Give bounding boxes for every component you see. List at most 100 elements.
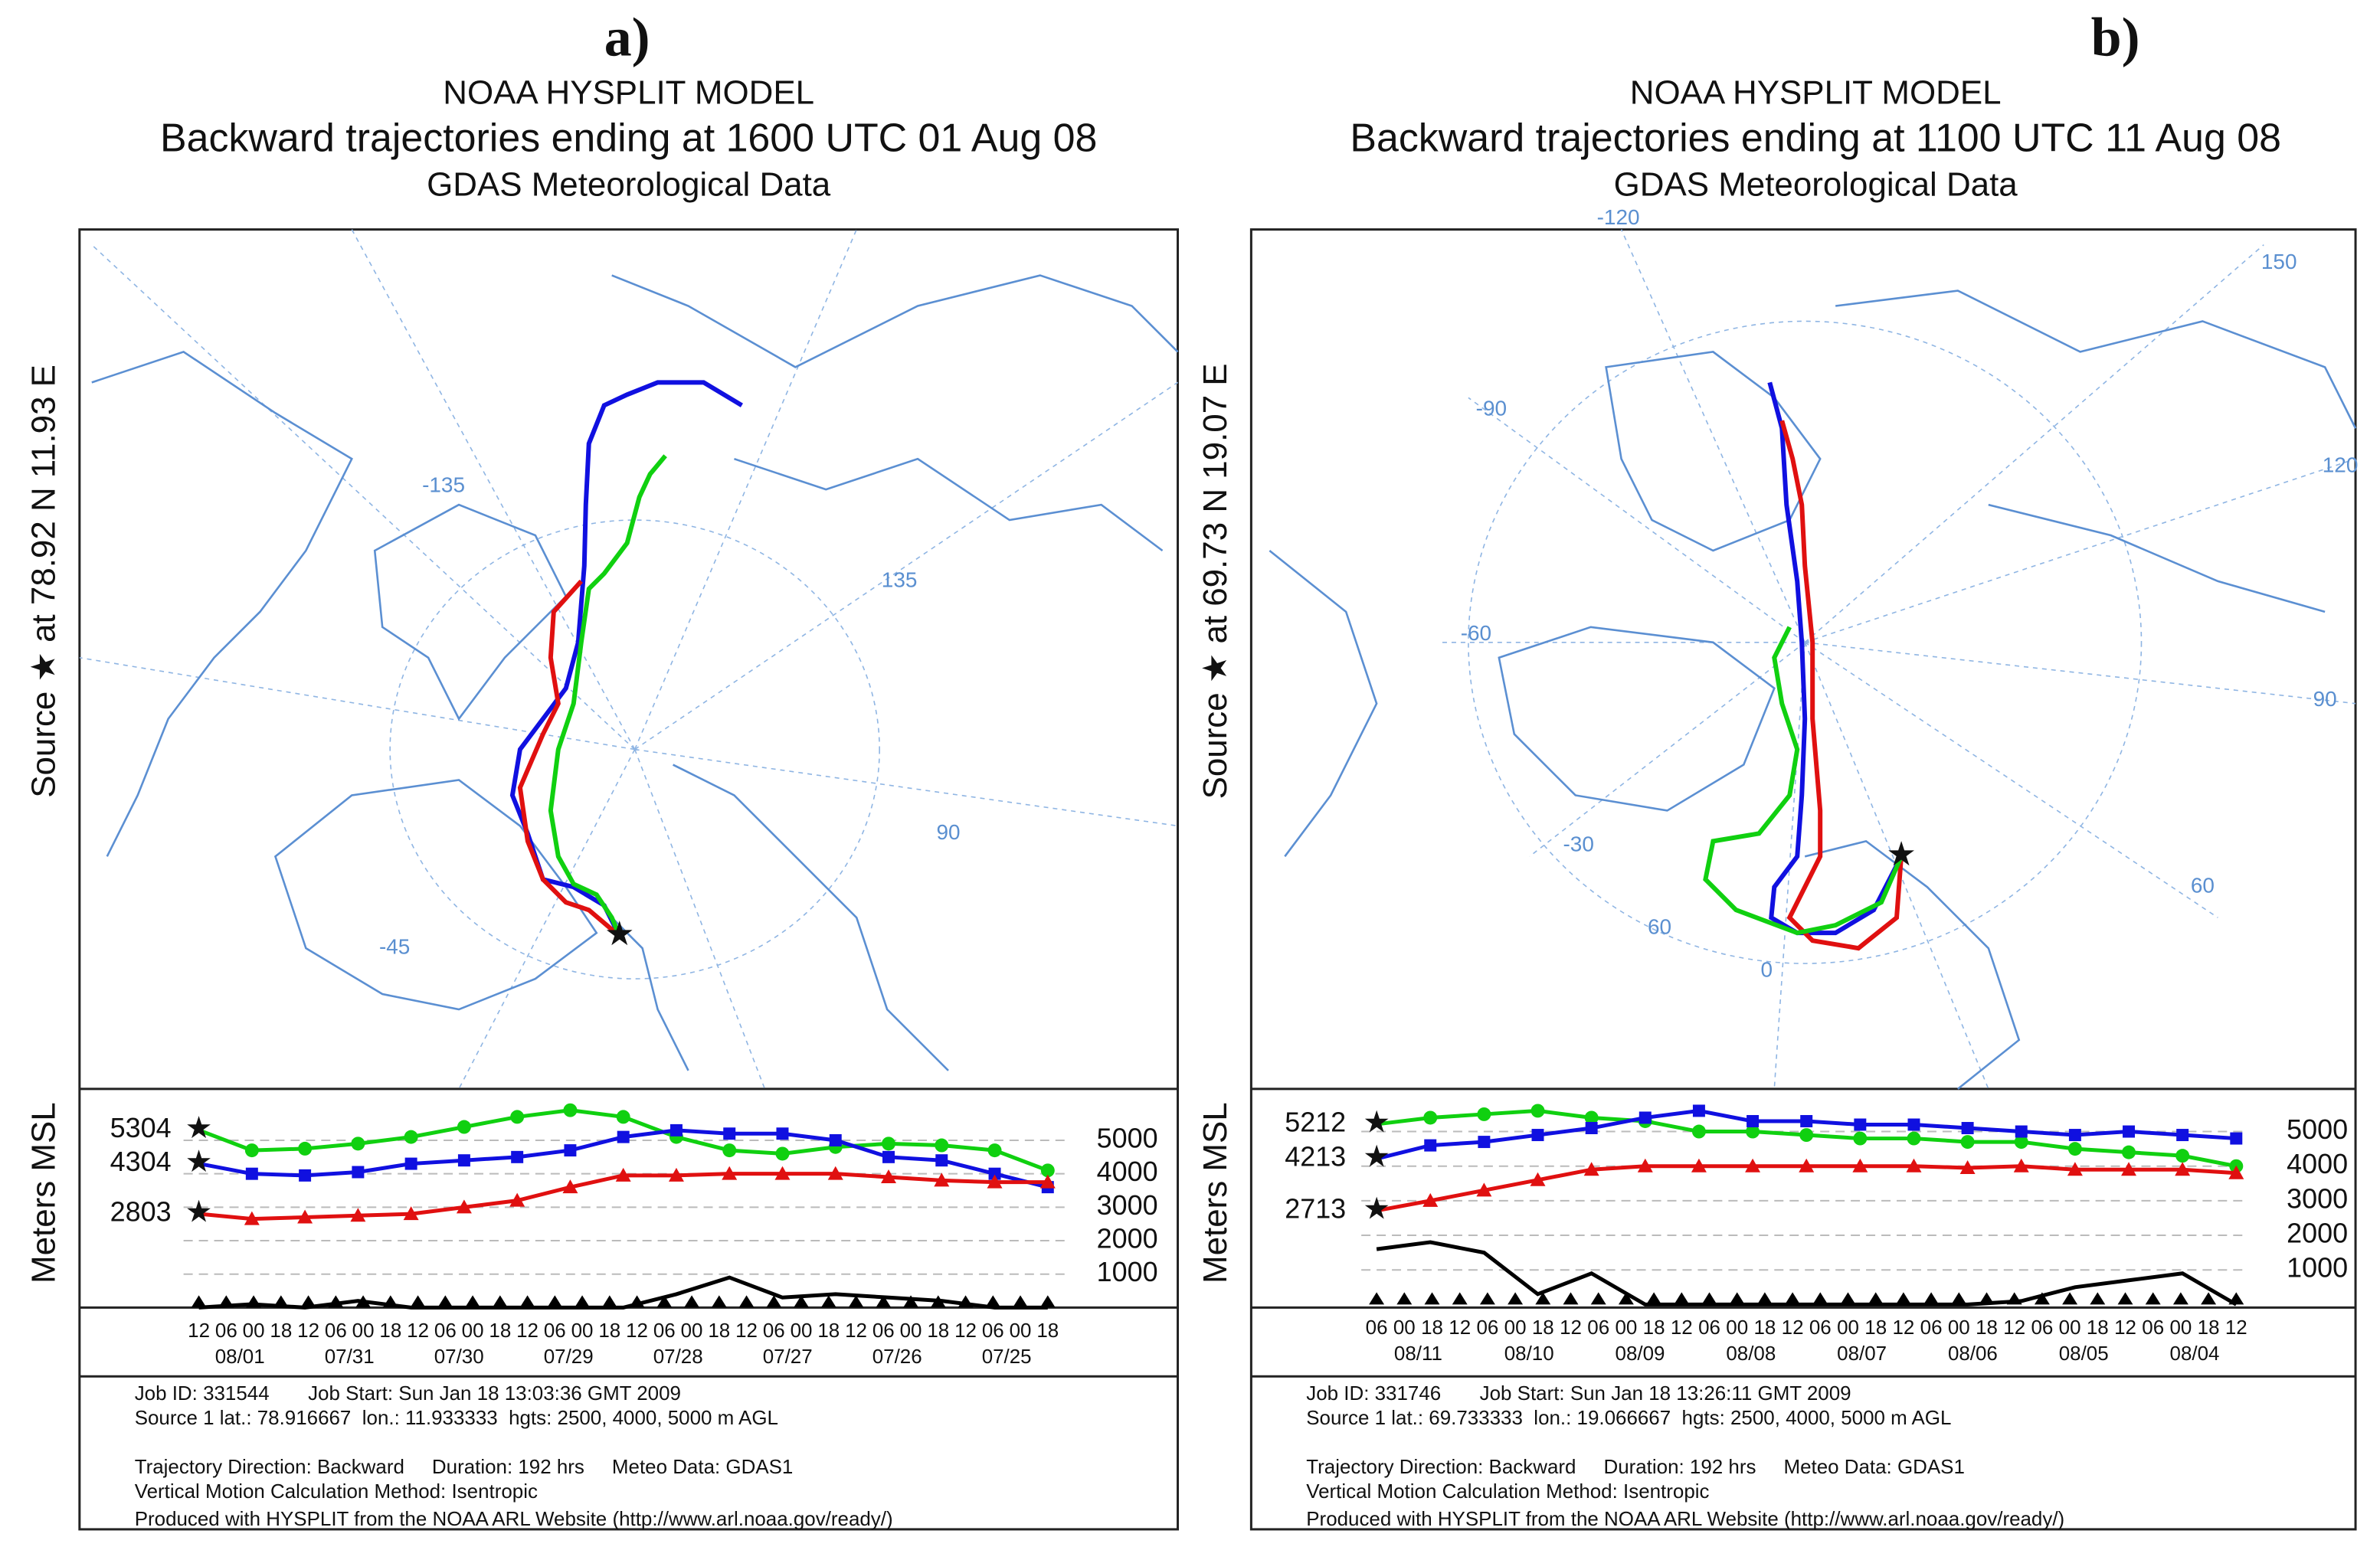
ground-marker	[1590, 1292, 1606, 1305]
marker	[2068, 1129, 2081, 1142]
ground-marker	[547, 1295, 563, 1308]
y-tick-label: 2000	[1097, 1223, 1158, 1254]
marker	[244, 1211, 260, 1225]
marker	[351, 1136, 365, 1151]
marker	[404, 1130, 418, 1144]
marker	[1476, 1182, 1492, 1197]
ground-marker	[273, 1295, 289, 1308]
map-grid-label: 90	[2313, 687, 2337, 711]
ground-marker	[738, 1295, 755, 1308]
x-tick-label: 18	[270, 1320, 292, 1342]
x-tick-label: 18	[1036, 1320, 1059, 1342]
ground-marker	[1396, 1292, 1413, 1305]
marker	[298, 1141, 313, 1156]
marker	[2014, 1135, 2028, 1150]
marker	[987, 1143, 1002, 1158]
x-tick-label: 00	[900, 1320, 922, 1342]
marker	[988, 1167, 1001, 1180]
ground-marker	[2034, 1292, 2050, 1305]
ground-marker	[656, 1295, 673, 1308]
marker	[1477, 1107, 1491, 1121]
x-tick-label: 00	[791, 1320, 813, 1342]
ground-marker	[492, 1295, 508, 1308]
start-height-label: 2803	[110, 1195, 172, 1227]
marker	[1746, 1124, 1760, 1139]
ground-marker	[766, 1295, 782, 1308]
ground-marker	[820, 1295, 836, 1308]
marker	[1907, 1131, 1921, 1146]
map-grid-label: -30	[1563, 832, 1593, 856]
marker	[722, 1166, 738, 1180]
x-tick-label: 00	[1615, 1317, 1637, 1339]
panel-frame	[1249, 228, 2357, 1531]
y-tick-label: 5000	[2287, 1114, 2348, 1145]
ground-marker	[300, 1295, 316, 1308]
x-tick-label: 06	[982, 1320, 1004, 1342]
ground-marker	[2228, 1292, 2244, 1305]
panel-frame	[78, 228, 1180, 1531]
map-grid-label: 135	[882, 567, 918, 591]
ground-marker	[985, 1295, 1001, 1308]
footer-line: Produced with HYSPLIT from the NOAA ARL …	[135, 1509, 893, 1530]
start-height-label: 5212	[1285, 1106, 1346, 1137]
marker	[1040, 1163, 1055, 1178]
date-label: 07/26	[872, 1346, 922, 1368]
x-tick-label: 06	[763, 1320, 785, 1342]
marker	[1800, 1114, 1813, 1127]
date-label: 08/09	[1616, 1343, 1665, 1365]
map-grid-label: -135	[422, 473, 465, 497]
footer-line: Vertical Motion Calculation Method: Isen…	[1306, 1481, 1709, 1503]
marker	[2067, 1142, 2082, 1156]
ground-marker	[1756, 1292, 1773, 1305]
marker	[1639, 1111, 1652, 1124]
ground-marker	[1674, 1292, 1690, 1305]
ground-marker	[437, 1295, 453, 1308]
marker	[1852, 1158, 1868, 1172]
ground-marker	[328, 1295, 344, 1308]
marker	[1691, 1158, 1707, 1172]
x-tick-label: 12	[1560, 1317, 1582, 1339]
source-star: ★	[604, 915, 634, 953]
marker	[457, 1120, 471, 1134]
marker	[1691, 1124, 1706, 1139]
ground-marker	[575, 1295, 591, 1308]
marker	[1478, 1136, 1491, 1149]
map-grid-label: 60	[2191, 874, 2215, 898]
footer-line: Source 1 lat.: 78.916667 lon.: 11.933333…	[135, 1408, 778, 1429]
marker	[615, 1167, 631, 1182]
x-tick-label: 06	[1476, 1317, 1498, 1339]
date-label: 08/05	[2059, 1343, 2109, 1365]
marker	[723, 1127, 736, 1140]
x-tick-label: 18	[1643, 1317, 1665, 1339]
x-tick-label: 12	[2225, 1317, 2247, 1339]
x-tick-label: 06	[215, 1320, 237, 1342]
marker	[563, 1103, 578, 1117]
x-tick-label: 18	[1532, 1317, 1554, 1339]
ground-marker	[1508, 1292, 1524, 1305]
x-tick-label: 00	[462, 1320, 484, 1342]
marker	[2013, 1158, 2029, 1172]
x-tick-label: 00	[352, 1320, 375, 1342]
marker	[2230, 1132, 2243, 1145]
marker	[987, 1174, 1003, 1189]
map-b: ★	[1249, 228, 2357, 1531]
marker	[1585, 1122, 1598, 1135]
ground-marker	[382, 1295, 398, 1308]
ground-marker	[1951, 1292, 1967, 1305]
x-tick-label: 18	[927, 1320, 949, 1342]
x-tick-label: 06	[2031, 1317, 2053, 1339]
marker	[1530, 1172, 1546, 1186]
x-tick-label: 12	[1671, 1317, 1693, 1339]
marker	[722, 1143, 737, 1158]
footer-line: Vertical Motion Calculation Method: Isen…	[135, 1481, 538, 1503]
y-tick-label: 4000	[1097, 1156, 1158, 1187]
x-tick-label: 18	[598, 1320, 620, 1342]
trajectory	[1779, 420, 1904, 951]
date-label: 07/27	[763, 1346, 813, 1368]
date-label: 07/31	[325, 1346, 375, 1368]
start-star: ★	[1363, 1140, 1390, 1174]
marker	[403, 1206, 419, 1221]
date-label: 08/07	[1837, 1343, 1887, 1365]
marker	[1745, 1158, 1761, 1172]
